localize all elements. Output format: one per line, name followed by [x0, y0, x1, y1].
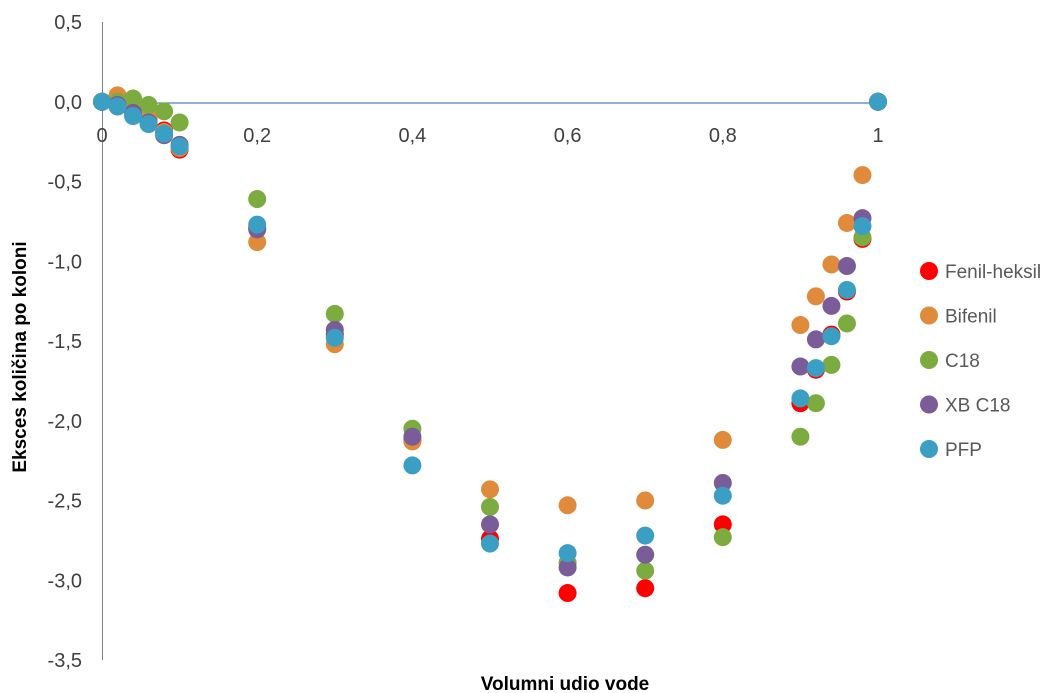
- x-tick-label: 0,2: [243, 125, 271, 147]
- y-tick-label: -0,5: [48, 172, 82, 194]
- data-point-c18: [713, 528, 732, 547]
- data-point-pfp: [558, 544, 577, 563]
- data-points: [93, 86, 887, 603]
- legend-marker: [920, 440, 938, 458]
- data-point-xb-c18: [713, 473, 732, 492]
- x-tick-label: 1: [872, 125, 883, 147]
- data-point-bifenil: [558, 496, 577, 515]
- data-point-c18: [248, 190, 267, 209]
- legend-label: PFP: [945, 440, 982, 461]
- y-tick-label: 0,5: [54, 12, 82, 34]
- data-point-pfp: [481, 534, 499, 553]
- legend-item-c18: C18: [920, 351, 980, 372]
- data-point-pfp: [806, 359, 825, 378]
- legend-label: XB C18: [945, 396, 1010, 417]
- data-point-pfp: [325, 328, 344, 347]
- data-point-pfp: [837, 280, 856, 299]
- y-tick-label: -2,5: [48, 491, 82, 513]
- data-point-bifenil: [636, 491, 655, 510]
- legend-marker: [920, 306, 938, 325]
- data-point-fenil-heksil: [713, 515, 732, 534]
- data-point-xb-c18: [403, 427, 422, 446]
- data-point-bifenil: [837, 213, 856, 232]
- y-tick-label: -3,0: [48, 570, 82, 592]
- series-bifenil: [93, 86, 887, 515]
- data-point-pfp: [822, 327, 841, 346]
- legend: Fenil-heksil Bifenil C18 XB C18 PFP: [920, 262, 1041, 461]
- data-point-c18: [124, 89, 143, 108]
- data-point-xb-c18: [822, 296, 841, 315]
- series-pfp: [93, 92, 887, 563]
- data-point-bifenil: [853, 166, 872, 185]
- x-tick-label: 0,8: [709, 125, 737, 147]
- data-point-c18: [170, 113, 189, 132]
- legend-marker: [920, 395, 938, 414]
- legend-label: Bifenil: [945, 307, 997, 328]
- y-axis-title: Eksces količina po koloni: [10, 241, 31, 472]
- data-point-c18: [791, 427, 810, 446]
- data-point-fenil-heksil: [636, 579, 655, 598]
- data-point-xb-c18: [791, 357, 810, 376]
- x-axis-title: Volumni udio vode: [481, 674, 650, 693]
- data-point-xb-c18: [558, 558, 577, 577]
- legend-item-fenil-heksil: Fenil-heksil: [920, 262, 1041, 283]
- series-c18: [93, 89, 887, 580]
- data-point-c18: [325, 304, 344, 323]
- data-point-pfp: [853, 217, 872, 236]
- legend-label: Fenil-heksil: [945, 262, 1041, 283]
- data-point-c18: [822, 355, 841, 374]
- legend-item-xb-c18: XB C18: [920, 395, 1010, 417]
- data-point-pfp: [791, 389, 810, 408]
- data-point-pfp: [248, 215, 267, 234]
- data-point-c18: [636, 561, 655, 580]
- x-tick-label: 0,6: [554, 125, 582, 147]
- legend-label: C18: [945, 351, 980, 372]
- data-point-fenil-heksil: [558, 584, 577, 603]
- data-point-pfp: [636, 526, 655, 545]
- data-point-xb-c18: [806, 330, 825, 349]
- y-tick-label: -2,0: [48, 411, 82, 433]
- y-tick-label: -3,5: [48, 650, 82, 672]
- y-tick-label: -1,5: [48, 331, 82, 353]
- data-point-pfp: [869, 92, 887, 111]
- data-point-c18: [806, 394, 825, 413]
- legend-item-bifenil: Bifenil: [920, 306, 997, 328]
- legend-item-pfp: PFP: [920, 440, 982, 461]
- y-tick-label: -1,0: [48, 251, 82, 273]
- data-point-pfp: [124, 107, 143, 126]
- data-point-bifenil: [248, 233, 267, 252]
- data-point-pfp: [108, 97, 127, 116]
- y-tick-labels: 0,5 0,0 -0,5 -1,0 -1,5 -2,0 -2,5 -3,0 -3,5: [48, 12, 82, 672]
- data-point-pfp: [403, 456, 422, 475]
- data-point-pfp: [155, 124, 174, 143]
- x-tick-label: 0: [96, 125, 107, 147]
- data-point-bifenil: [481, 480, 499, 499]
- data-point-pfp: [139, 115, 158, 134]
- data-point-pfp: [170, 137, 189, 156]
- data-point-c18: [155, 102, 174, 121]
- data-point-pfp: [93, 92, 111, 111]
- legend-marker: [920, 262, 938, 280]
- data-point-bifenil: [713, 430, 732, 449]
- legend-marker: [920, 351, 938, 369]
- data-point-c18: [481, 497, 499, 516]
- data-point-bifenil: [806, 287, 825, 306]
- data-point-xb-c18: [636, 545, 655, 564]
- x-tick-label: 0,4: [398, 125, 426, 147]
- data-point-xb-c18: [481, 515, 499, 534]
- data-point-bifenil: [822, 255, 841, 274]
- y-tick-label: 0,0: [54, 92, 82, 114]
- x-tick-labels: 0 0,2 0,4 0,6 0,8 1: [96, 125, 883, 147]
- data-point-xb-c18: [837, 257, 856, 276]
- data-point-c18: [139, 95, 158, 114]
- data-point-pfp: [713, 486, 732, 505]
- data-point-c18: [837, 314, 856, 333]
- data-point-bifenil: [791, 316, 810, 335]
